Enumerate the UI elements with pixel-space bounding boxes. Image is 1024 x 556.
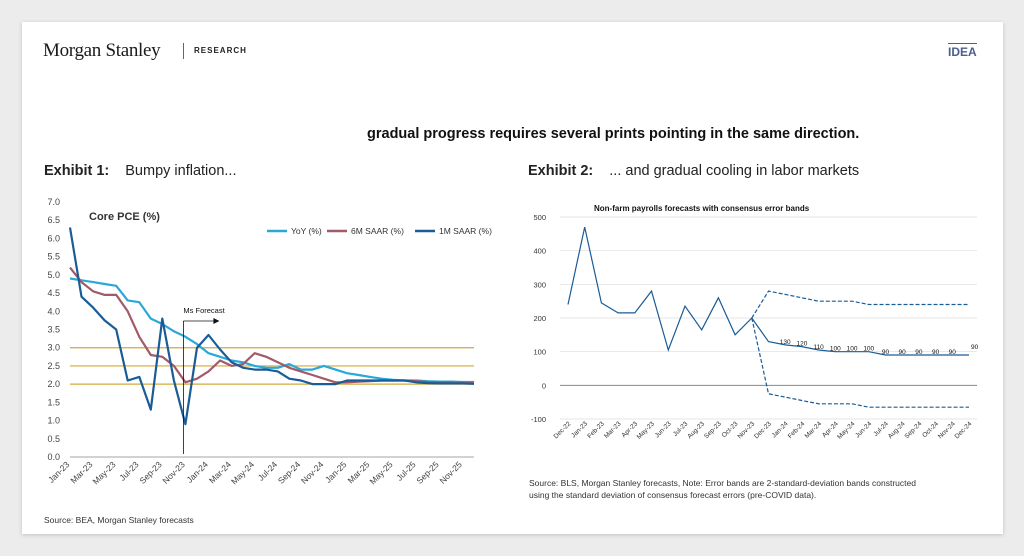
y-tick-label: 6.0 <box>47 233 60 243</box>
y-tick-label: 1.0 <box>47 416 60 426</box>
data-label: 90 <box>882 349 890 356</box>
y-tick-label: 0.0 <box>47 452 60 462</box>
data-label: 90 <box>949 349 957 356</box>
y-tick-label: 2.0 <box>47 379 60 389</box>
x-tick-label: Mar-25 <box>345 459 371 485</box>
y-tick-label: 6.5 <box>47 215 60 225</box>
x-tick-label: Feb-23 <box>586 420 606 440</box>
x-tick-label: Dec-23 <box>753 420 773 440</box>
core-pce-chart: 0.0 0.5 1.0 1.5 2.0 2.5 3.0 3.5 4.0 4.5 5.0 5.5 6.0 6… <box>46 197 492 486</box>
x-tick-label: Nov-23 <box>736 420 756 440</box>
x-tick-label: May-23 <box>636 420 657 441</box>
data-label: 100 <box>863 346 874 353</box>
data-label: 90 <box>899 349 907 356</box>
x-tick-label: Jan-24 <box>184 459 210 485</box>
chart-title: Core PCE (%) <box>89 211 160 223</box>
x-tick-label: Aug-23 <box>686 420 706 440</box>
x-tick-label: Nov-25 <box>437 459 464 486</box>
data-label: 130 <box>780 339 791 346</box>
data-label: 90 <box>971 344 979 351</box>
legend-label-0: YoY (%) <box>291 226 322 236</box>
y-tick-label: 3.5 <box>47 325 60 335</box>
y-tick-label: 100 <box>533 348 546 357</box>
x-tick-label: May-25 <box>368 459 395 486</box>
data-label: 90 <box>915 349 923 356</box>
exhibit2-title: Exhibit 2: ... and gradual cooling in lab… <box>528 163 859 179</box>
x-tick-label: Nov-24 <box>299 459 326 486</box>
x-tick-label: Mar-23 <box>603 420 623 440</box>
x-tick-label: Mar-24 <box>804 420 824 440</box>
x-tick-label: Sep-23 <box>703 420 723 440</box>
data-label: 90 <box>932 349 940 356</box>
x-tick-label: Feb-24 <box>787 420 807 440</box>
y-tick-label: 4.5 <box>47 288 60 298</box>
data-label: 110 <box>813 344 824 351</box>
x-tick-label: Dec-24 <box>954 420 974 440</box>
x-tick-label: Sep-24 <box>904 420 924 440</box>
x-tick-label: Nov-24 <box>937 420 957 440</box>
y-tick-label: 400 <box>533 247 546 256</box>
series-line-2 <box>68 227 475 426</box>
y-tick-label: 7.0 <box>47 197 60 207</box>
y-tick-label: 2.5 <box>47 361 60 371</box>
header-divider <box>183 43 184 59</box>
x-tick-label: Jun-24 <box>854 420 873 439</box>
exhibit2-label: Exhibit 2: <box>528 163 594 179</box>
x-tick-label: Jan-25 <box>323 459 349 485</box>
x-tick-label: May-24 <box>229 459 256 486</box>
legend-label-1: 6M SAAR (%) <box>351 226 404 236</box>
data-label: 100 <box>847 346 858 353</box>
y-tick-label: 0.5 <box>47 434 60 444</box>
y-tick-label: 4.0 <box>47 306 60 316</box>
y-tick-label: 0 <box>542 381 546 390</box>
forecast-arrow-head <box>213 318 220 324</box>
y-tick-label: 3.0 <box>47 343 60 353</box>
x-tick-label: Dec-22 <box>553 420 573 440</box>
exhibit2-source-line2: using the standard deviation of consensu… <box>529 490 817 500</box>
y-tick-label: 5.5 <box>47 252 60 262</box>
exhibit1-title: Exhibit 1: Bumpy inflation... <box>44 163 237 179</box>
x-tick-label: Jan-23 <box>46 459 72 485</box>
data-label: 120 <box>796 341 807 348</box>
x-tick-label: Nov-23 <box>160 459 187 486</box>
exhibit1-label: Exhibit 1: <box>44 163 110 179</box>
x-tick-label: May-23 <box>90 459 117 486</box>
x-tick-label: Sep-24 <box>276 459 303 486</box>
payrolls-line <box>567 226 969 356</box>
legend-label-2: 1M SAAR (%) <box>439 226 492 236</box>
y-tick-label: 200 <box>533 314 546 323</box>
section-label: RESEARCH <box>194 46 247 55</box>
exhibit1-source: Source: BEA, Morgan Stanley forecasts <box>44 515 194 525</box>
exhibit2-source-line1: Source: BLS, Morgan Stanley forecasts, N… <box>529 478 916 488</box>
y-tick-label: 1.5 <box>47 397 60 407</box>
exhibit1-text: Bumpy inflation... <box>125 163 237 179</box>
x-tick-label: May-24 <box>836 420 857 441</box>
exhibit2-text: ... and gradual cooling in labor markets <box>609 163 860 179</box>
upper-error-band <box>751 290 969 319</box>
slide: Morgan Stanley RESEARCH IDEA gradual pro… <box>22 22 1003 534</box>
x-tick-label: Jun-23 <box>654 420 673 439</box>
brand-logo: Morgan Stanley <box>43 40 161 61</box>
lower-error-band <box>751 317 969 408</box>
x-tick-label: Aug-24 <box>887 420 907 440</box>
y-tick-label: 500 <box>533 213 546 222</box>
payrolls-chart: -100 0 100 200 300 400 500 Non-farm payrolls fo… <box>531 204 979 441</box>
x-tick-label: Mar-24 <box>207 459 233 485</box>
x-tick-label: Sep-25 <box>414 459 441 486</box>
y-tick-label: -100 <box>531 415 546 424</box>
y-tick-label: 300 <box>533 280 546 289</box>
chart-title: Non-farm payrolls forecasts with consens… <box>594 204 810 213</box>
y-tick-label: 5.0 <box>47 270 60 280</box>
forecast-annotation: Ms Forecast <box>183 306 225 315</box>
data-label: 100 <box>830 346 841 353</box>
idea-badge: IDEA <box>948 43 977 59</box>
x-tick-label: Mar-23 <box>68 459 94 485</box>
headline: gradual progress requires several prints… <box>367 126 860 142</box>
x-tick-label: Sep-23 <box>137 459 164 486</box>
